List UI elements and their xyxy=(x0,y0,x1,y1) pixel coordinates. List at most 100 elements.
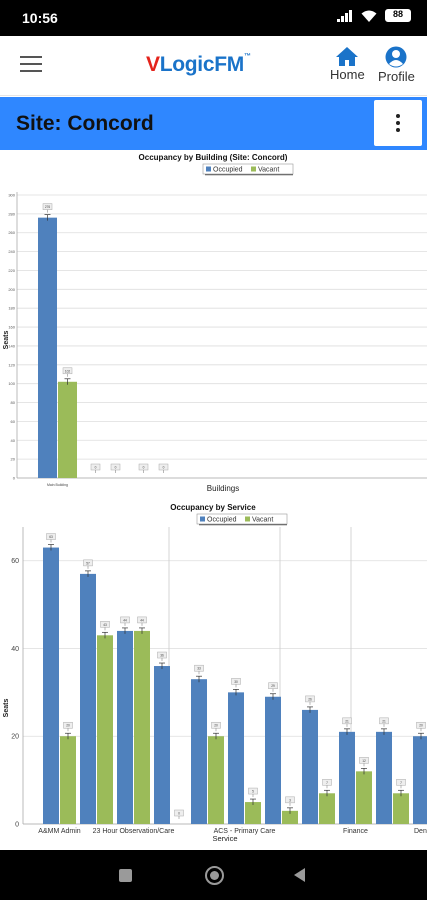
y-tick-label: 300 xyxy=(8,193,15,198)
y-tick-label: 240 xyxy=(8,249,15,254)
y-tick-label: 180 xyxy=(8,306,15,311)
building-occupancy-chart: Occupancy by Building (Site: Concord)Occ… xyxy=(3,153,427,493)
status-icons: 88 xyxy=(337,9,411,22)
y-tick-label: 40 xyxy=(11,646,19,653)
charts-scroll-area[interactable]: Occupancy by Building (Site: Concord) Occ… xyxy=(0,150,427,850)
x-tick-label: 23 Hour Observation/Care xyxy=(93,828,175,835)
y-tick-label: 60 xyxy=(11,558,19,565)
y-tick-label: 200 xyxy=(8,287,15,292)
y-tick-label: 160 xyxy=(8,325,15,330)
data-label: 43 xyxy=(103,623,107,627)
x-axis-label: Service xyxy=(212,834,237,843)
data-label: 7 xyxy=(400,781,402,785)
profile-label: Profile xyxy=(378,69,415,84)
y-tick-label: 80 xyxy=(11,400,16,405)
site-title: Site: Concord xyxy=(16,112,154,135)
data-label-box xyxy=(211,721,221,729)
chart-title: Occupancy by Service xyxy=(170,503,256,512)
bar-occupied xyxy=(228,692,244,824)
x-tick-label: Dent xyxy=(414,828,427,835)
legend-box xyxy=(196,513,288,525)
hamburger-menu-icon[interactable] xyxy=(20,56,42,74)
home-system-button[interactable] xyxy=(205,866,224,885)
data-label: 276 xyxy=(45,205,51,209)
bar-vacant xyxy=(97,635,113,824)
legend-swatch-occupied xyxy=(200,516,205,522)
bar-occupied xyxy=(339,731,355,824)
profile-button[interactable]: Profile xyxy=(378,46,415,84)
overflow-menu-button[interactable] xyxy=(374,100,422,146)
system-nav-bar xyxy=(0,850,427,900)
data-label: 21 xyxy=(345,719,349,723)
bar-occupied xyxy=(376,731,392,824)
x-tick-label: A&MM Admin xyxy=(38,828,81,835)
x-tick-label: ACS - Primary Care xyxy=(214,828,276,835)
y-tick-label: 40 xyxy=(11,438,16,443)
y-axis-label: Seats xyxy=(3,331,10,350)
data-label: 30 xyxy=(234,680,238,684)
app-header: VLogicFM™ Home Profile xyxy=(0,36,427,96)
bar-vacant xyxy=(134,630,150,824)
legend-label-vacant: Vacant xyxy=(252,517,273,524)
bar-occupied xyxy=(154,666,170,824)
y-tick-label: 0 xyxy=(13,476,16,481)
y-tick-label: 220 xyxy=(8,268,15,273)
data-label: 20 xyxy=(66,724,70,728)
site-header: Site: Concord xyxy=(0,97,427,150)
y-tick-label: 280 xyxy=(8,211,15,216)
bar-occupied xyxy=(43,547,59,824)
battery-level: 88 xyxy=(392,9,403,19)
data-label-box xyxy=(416,721,426,729)
y-tick-label: 20 xyxy=(11,457,16,462)
data-label: 0 xyxy=(178,812,180,816)
data-label-box xyxy=(359,757,369,764)
bar-vacant xyxy=(282,810,298,824)
data-label: 20 xyxy=(214,724,218,728)
profile-icon xyxy=(385,46,407,68)
data-label: 7 xyxy=(326,781,328,785)
data-label-box xyxy=(63,721,73,729)
y-tick-label: 120 xyxy=(8,362,15,367)
data-label-box xyxy=(100,621,110,628)
back-button[interactable] xyxy=(294,868,305,882)
status-bar: 10:56 88 xyxy=(0,0,427,36)
data-label: 44 xyxy=(123,618,127,622)
x-axis-label: Buildings xyxy=(207,484,239,493)
y-tick-label: 260 xyxy=(8,230,15,235)
data-label: 63 xyxy=(49,535,53,539)
bar-occupied xyxy=(191,679,207,824)
recents-button[interactable] xyxy=(119,869,132,882)
bar-occupied xyxy=(80,573,96,824)
battery-icon: 88 xyxy=(385,9,411,22)
chart1-legend: Occupied Vacant xyxy=(202,163,294,176)
chart2-legend: Occupied Vacant xyxy=(196,513,288,526)
chart-title: Occupancy by Building (Site: Concord) xyxy=(139,153,288,162)
data-label: 29 xyxy=(271,684,275,688)
bar-vacant xyxy=(58,381,77,478)
legend-swatch-vacant xyxy=(251,166,256,172)
bar-vacant xyxy=(208,736,224,824)
home-button[interactable]: Home xyxy=(330,46,365,82)
data-label: 5 xyxy=(252,790,254,794)
data-label: 21 xyxy=(382,719,386,723)
legend-box xyxy=(202,163,294,175)
data-label: 36 xyxy=(160,654,164,658)
bar-occupied xyxy=(302,709,318,824)
data-label: 0 xyxy=(95,466,97,470)
legend-label-occupied: Occupied xyxy=(213,167,243,174)
legend-swatch-occupied xyxy=(206,166,211,172)
data-label: 26 xyxy=(308,697,312,701)
x-tick-label: Finance xyxy=(343,828,368,835)
x-tick-label: Main Building xyxy=(47,483,68,487)
legend-swatch-vacant xyxy=(245,516,250,522)
bar-vacant xyxy=(245,802,261,824)
data-label: 102 xyxy=(65,369,71,373)
y-tick-label: 100 xyxy=(8,381,15,386)
signal-icon xyxy=(337,9,352,22)
y-tick-label: 20 xyxy=(11,734,19,741)
y-axis-label: Seats xyxy=(3,699,10,718)
status-time: 10:56 xyxy=(22,10,58,26)
data-label-box xyxy=(120,616,130,624)
wifi-icon xyxy=(361,10,377,22)
data-label: 20 xyxy=(419,724,423,728)
